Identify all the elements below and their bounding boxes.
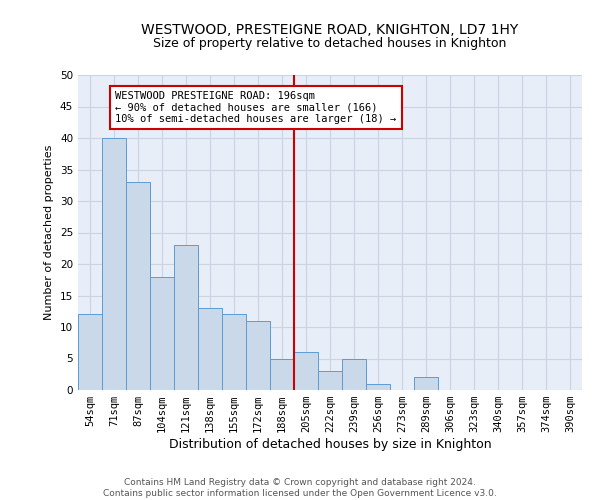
X-axis label: Distribution of detached houses by size in Knighton: Distribution of detached houses by size … [169, 438, 491, 451]
Bar [174, 245, 198, 390]
Bar [414, 378, 438, 390]
Y-axis label: Number of detached properties: Number of detached properties [44, 145, 55, 320]
Bar [270, 358, 294, 390]
Text: Size of property relative to detached houses in Knighton: Size of property relative to detached ho… [154, 38, 506, 51]
Bar [366, 384, 390, 390]
Text: Contains HM Land Registry data © Crown copyright and database right 2024.
Contai: Contains HM Land Registry data © Crown c… [103, 478, 497, 498]
Bar [294, 352, 318, 390]
Text: WESTWOOD PRESTEIGNE ROAD: 196sqm
← 90% of detached houses are smaller (166)
10% : WESTWOOD PRESTEIGNE ROAD: 196sqm ← 90% o… [115, 91, 397, 124]
Bar [246, 320, 270, 390]
Bar [126, 182, 150, 390]
Bar [102, 138, 126, 390]
Text: WESTWOOD, PRESTEIGNE ROAD, KNIGHTON, LD7 1HY: WESTWOOD, PRESTEIGNE ROAD, KNIGHTON, LD7… [142, 22, 518, 36]
Bar [342, 358, 366, 390]
Bar [150, 276, 174, 390]
Bar [222, 314, 246, 390]
Bar [78, 314, 102, 390]
Bar [198, 308, 222, 390]
Bar [318, 371, 342, 390]
